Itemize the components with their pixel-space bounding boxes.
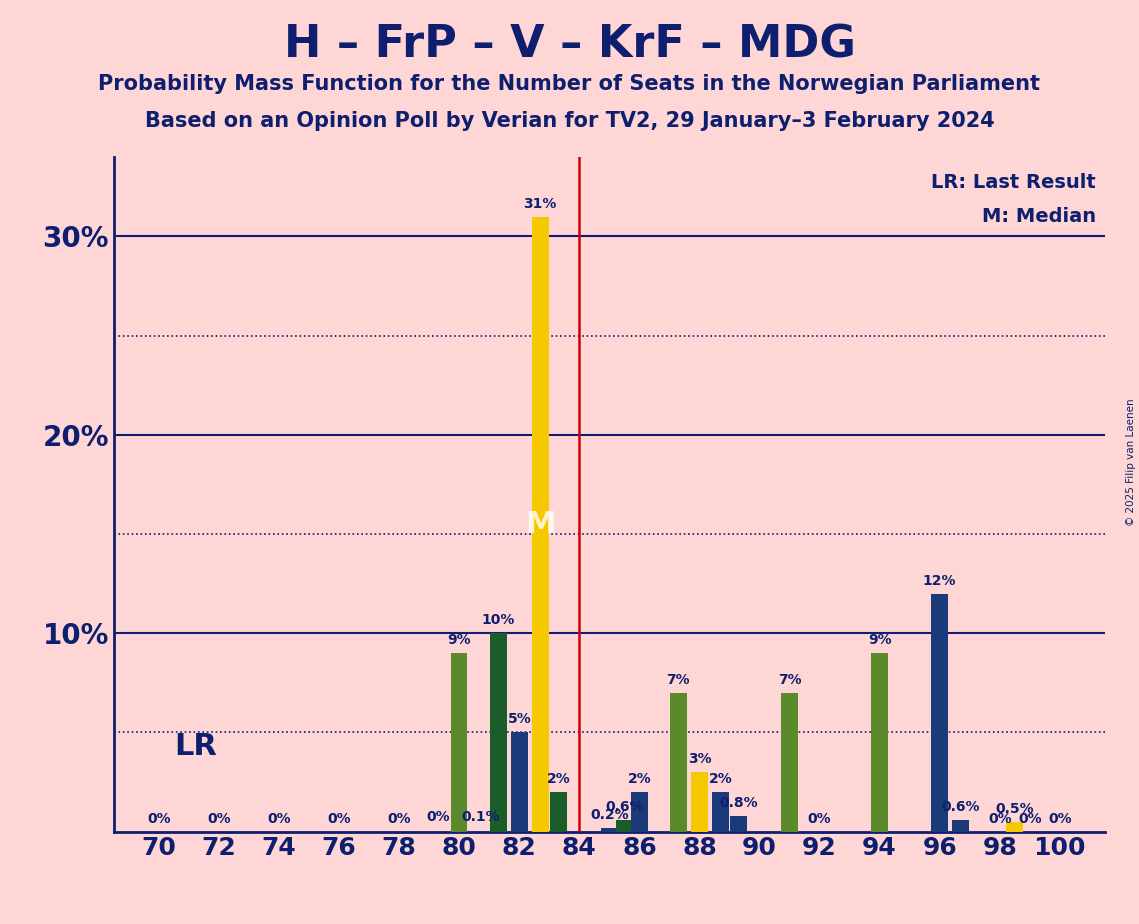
Text: 7%: 7%	[778, 673, 802, 687]
Text: 3%: 3%	[688, 752, 711, 766]
Text: 0%: 0%	[387, 811, 411, 826]
Text: 0.5%: 0.5%	[995, 802, 1034, 816]
Bar	[616, 820, 632, 832]
Text: 10%: 10%	[482, 614, 515, 627]
Text: 0.6%: 0.6%	[605, 800, 644, 814]
Text: 9%: 9%	[868, 633, 892, 647]
Text: 0.1%: 0.1%	[461, 809, 500, 823]
Text: LR: Last Result: LR: Last Result	[931, 173, 1096, 192]
Text: 9%: 9%	[448, 633, 472, 647]
Text: 0%: 0%	[147, 811, 171, 826]
Text: 2%: 2%	[708, 772, 732, 786]
Text: M: M	[525, 510, 556, 539]
Bar	[670, 693, 687, 832]
Bar	[532, 216, 549, 832]
Bar	[691, 772, 707, 832]
Text: 0.6%: 0.6%	[942, 800, 980, 814]
Text: 0%: 0%	[1048, 811, 1072, 826]
Text: M: Median: M: Median	[982, 207, 1096, 225]
Text: 5%: 5%	[507, 712, 531, 726]
Text: 0.2%: 0.2%	[590, 808, 629, 821]
Bar	[1007, 821, 1023, 832]
Bar	[871, 653, 888, 832]
Text: 0%: 0%	[1018, 811, 1041, 826]
Bar	[952, 820, 969, 832]
Text: 2%: 2%	[628, 772, 652, 786]
Text: H – FrP – V – KrF – MDG: H – FrP – V – KrF – MDG	[284, 23, 855, 67]
Bar	[730, 816, 747, 832]
Text: 0.8%: 0.8%	[719, 796, 757, 809]
Bar	[631, 792, 648, 832]
Text: 7%: 7%	[666, 673, 690, 687]
Bar	[490, 633, 507, 832]
Bar	[550, 792, 566, 832]
Text: 0%: 0%	[426, 809, 450, 823]
Bar	[601, 828, 617, 832]
Text: 0%: 0%	[327, 811, 351, 826]
Text: © 2025 Filip van Laenen: © 2025 Filip van Laenen	[1126, 398, 1136, 526]
Text: 2%: 2%	[547, 772, 571, 786]
Bar	[932, 593, 948, 832]
Text: 0%: 0%	[988, 811, 1011, 826]
Text: 0%: 0%	[207, 811, 231, 826]
Text: 0%: 0%	[268, 811, 290, 826]
Text: 0%: 0%	[808, 811, 831, 826]
Text: Based on an Opinion Poll by Verian for TV2, 29 January–3 February 2024: Based on an Opinion Poll by Verian for T…	[145, 111, 994, 131]
Text: Probability Mass Function for the Number of Seats in the Norwegian Parliament: Probability Mass Function for the Number…	[98, 74, 1041, 94]
Bar	[511, 733, 527, 832]
Bar	[451, 653, 467, 832]
Text: LR: LR	[174, 732, 216, 760]
Text: 31%: 31%	[524, 197, 557, 211]
Text: 12%: 12%	[923, 574, 957, 588]
Bar	[781, 693, 797, 832]
Bar	[712, 792, 729, 832]
